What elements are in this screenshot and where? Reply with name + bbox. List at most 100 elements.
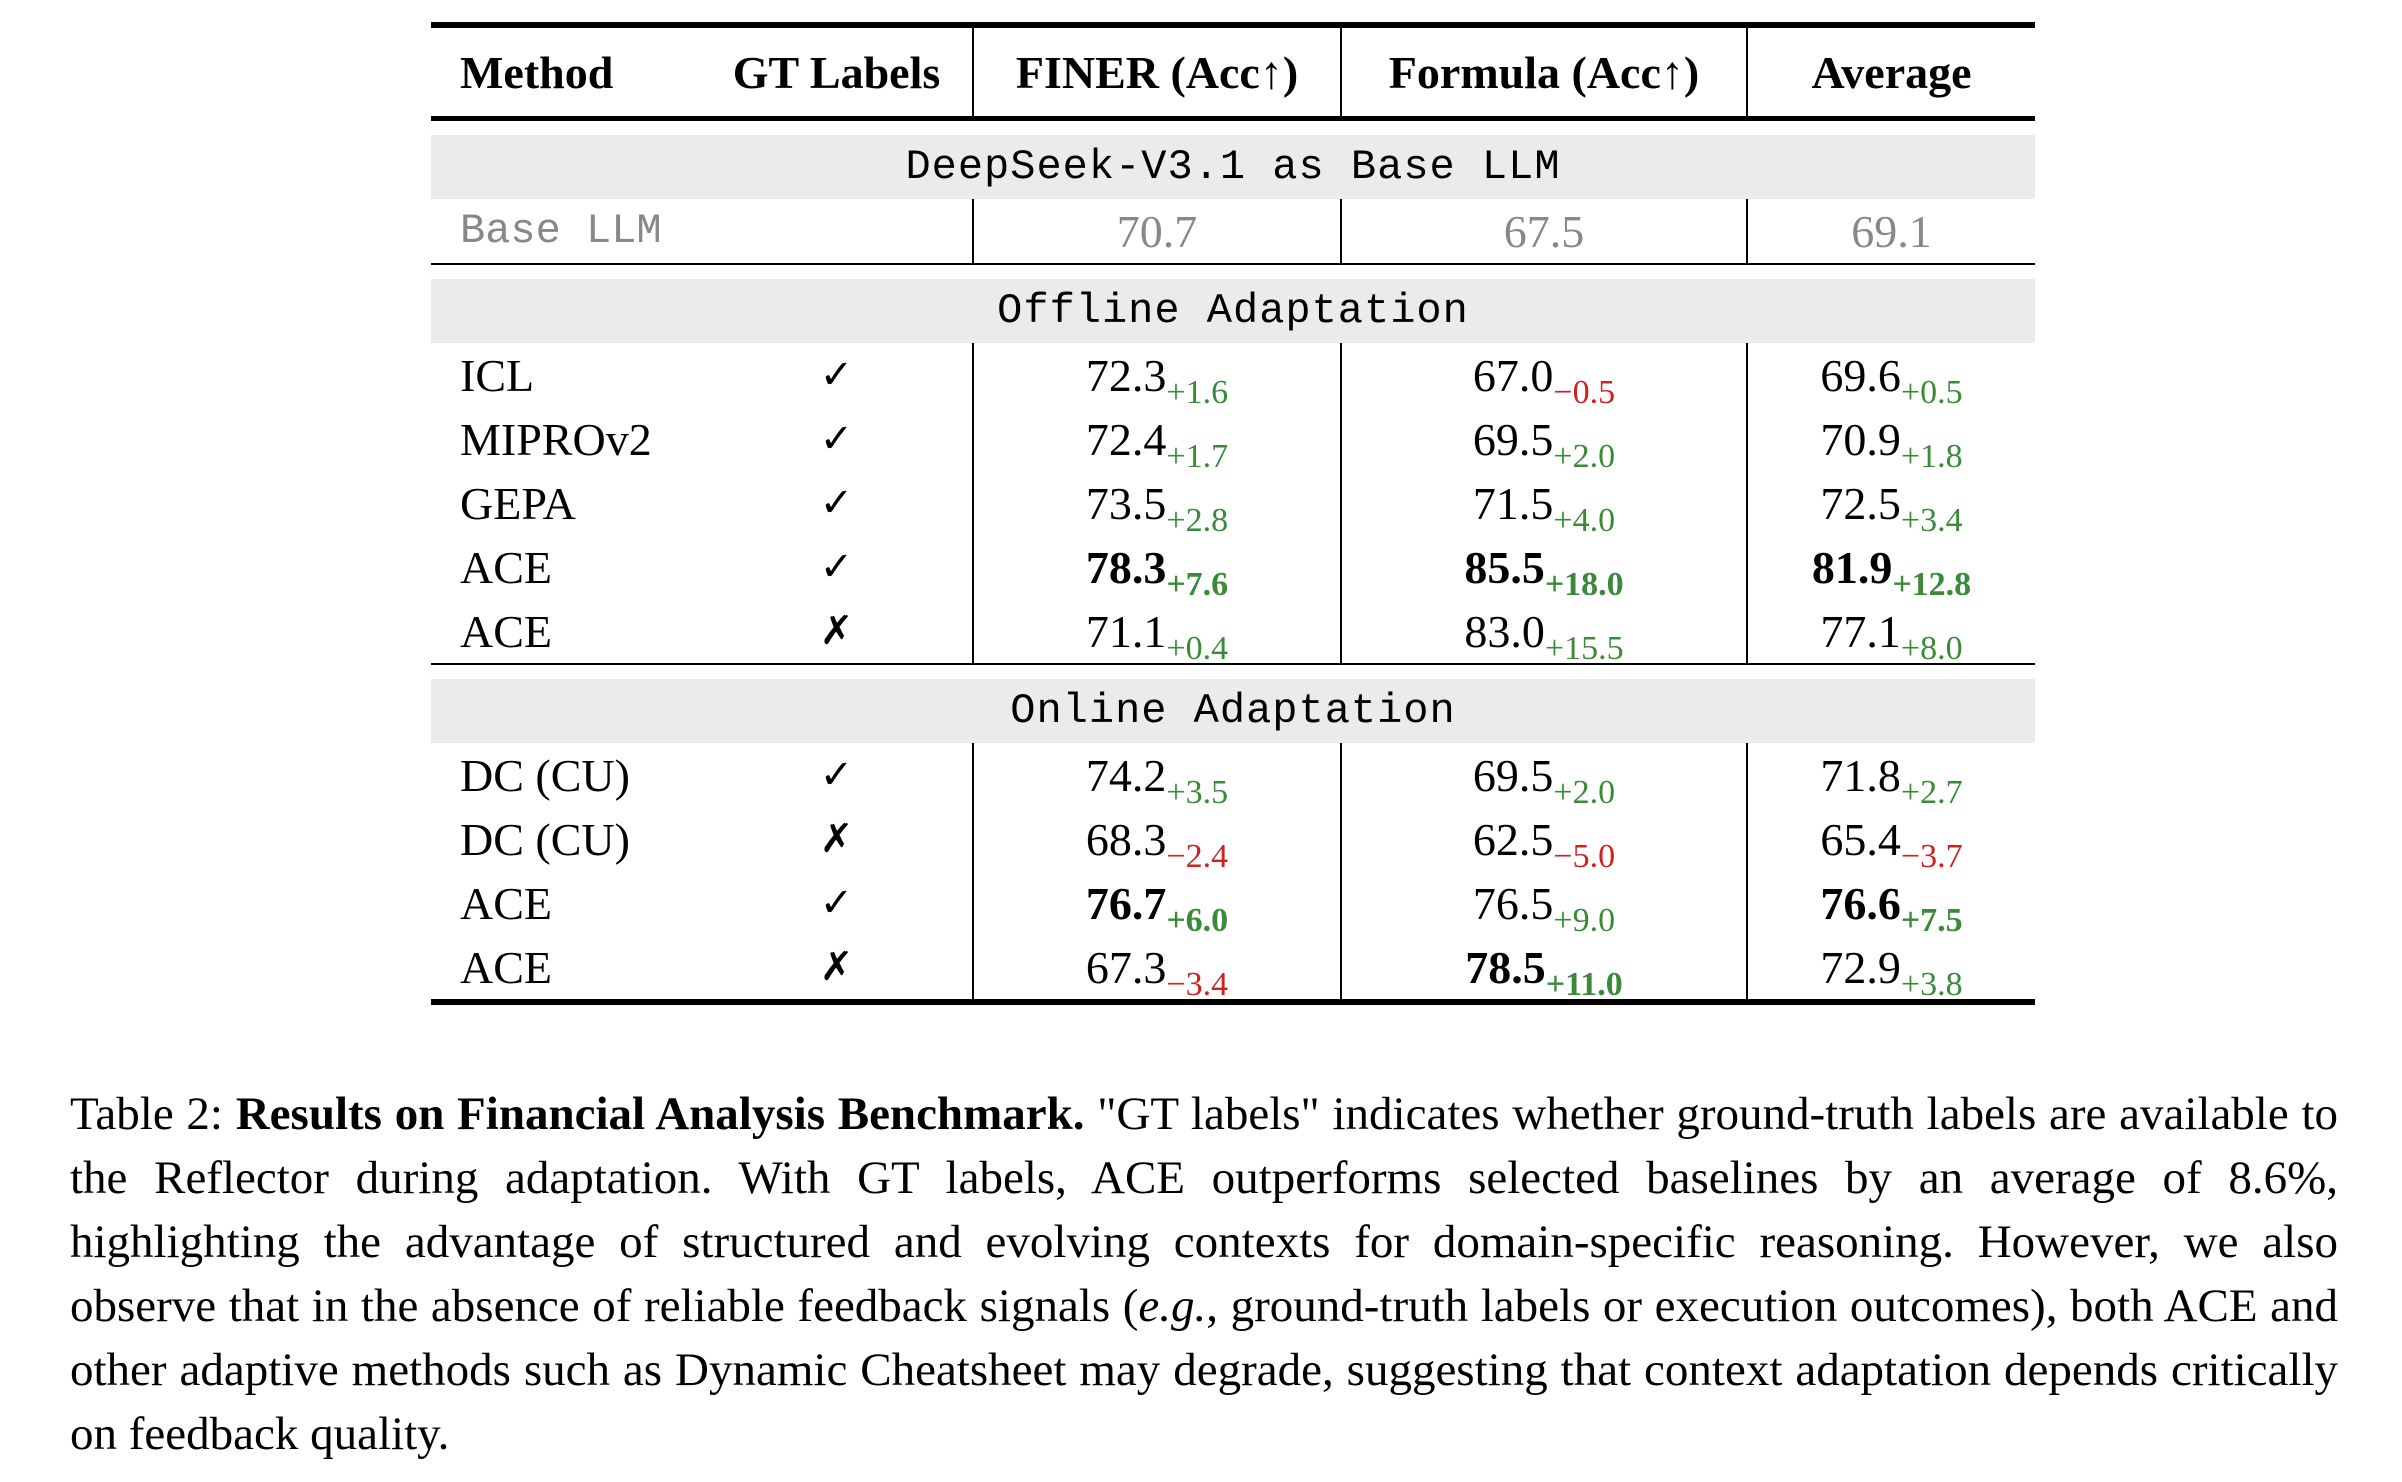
row-formula: 71.5+4.0 <box>1340 471 1747 539</box>
row-finer: 71.1+0.4 <box>972 599 1341 667</box>
row-method: Base LLM <box>431 199 701 265</box>
row-finer-value: 74.2 <box>1085 749 1167 801</box>
section-online: Online Adaptation <box>431 679 2035 743</box>
row-formula-delta: +2.0 <box>1553 773 1616 811</box>
row-gt-mark: ✓ <box>819 544 854 590</box>
row-average-delta: +2.7 <box>1900 773 1963 811</box>
table-row: ACE ✗ 71.1+0.4 83.0+15.5 77.1+8.0 <box>431 599 2035 667</box>
header-row: Method GT Labels FINER (Acc↑) Formula (A… <box>431 25 2035 119</box>
row-finer-delta: +3.5 <box>1166 773 1229 811</box>
section-offline: Offline Adaptation <box>431 279 2035 343</box>
caption-text-2: , ground-truth labels or execution outco… <box>70 1280 2339 1460</box>
row-method: ACE <box>460 541 552 593</box>
header-method: Method <box>460 46 614 98</box>
caption-title: Results on Financial Analysis Benchmark. <box>235 1088 1085 1140</box>
row-finer-value: 72.3 <box>1085 349 1167 401</box>
row-formula: 76.5+9.0 <box>1340 871 1747 939</box>
row-average: 72.9+3.8 <box>1746 935 2035 1005</box>
row-average-value: 65.4 <box>1820 813 1901 865</box>
caption-label: Table 2: <box>70 1088 223 1140</box>
row-formula: 67.0−0.5 <box>1340 343 1747 411</box>
row-average-delta: +12.8 <box>1892 565 1972 603</box>
row-finer-delta: +1.6 <box>1166 373 1229 411</box>
row-average: 81.9+12.8 <box>1746 535 2035 603</box>
row-formula-delta: +11.0 <box>1545 965 1623 1003</box>
row-formula: 85.5+18.0 <box>1340 535 1747 603</box>
caption-eg: e.g. <box>1138 1280 1207 1332</box>
row-average-delta: +7.5 <box>1900 901 1963 939</box>
row-formula-value: 78.5 <box>1465 941 1546 993</box>
row-average-delta: +3.8 <box>1900 965 1963 1003</box>
row-formula-delta: −0.5 <box>1553 373 1616 411</box>
row-formula-value: 62.5 <box>1472 813 1554 865</box>
header-average: Average <box>1746 25 2035 119</box>
row-formula: 78.5+11.0 <box>1340 935 1747 1005</box>
row-finer: 72.4+1.7 <box>972 407 1341 475</box>
row-formula-value: 83.0 <box>1464 605 1545 657</box>
row-formula-value: 85.5 <box>1464 541 1545 593</box>
row-gt-mark: ✓ <box>819 752 854 798</box>
row-average-delta: +0.5 <box>1900 373 1963 411</box>
row-formula-delta: +9.0 <box>1553 901 1616 939</box>
table-row-base-llm: Base LLM 70.7 67.5 69.1 <box>431 199 2035 265</box>
offline-rows: ICL ✓ 72.3+1.6 67.0−0.5 69.6+0.5 MIPROv2 ✓ 72.4… <box>431 343 2035 667</box>
table-row: ICL ✓ 72.3+1.6 67.0−0.5 69.6+0.5 <box>431 343 2035 411</box>
row-finer: 70.7 <box>972 199 1341 265</box>
row-formula-value: 69.5 <box>1472 749 1554 801</box>
row-average-value: 72.5 <box>1820 477 1901 529</box>
row-gt-mark: ✓ <box>819 880 854 926</box>
row-finer: 74.2+3.5 <box>972 743 1341 811</box>
row-gt-mark: ✗ <box>819 816 854 862</box>
row-average: 71.8+2.7 <box>1746 743 2035 811</box>
section-title-online: Online Adaptation <box>431 679 2035 743</box>
row-finer-delta: +1.7 <box>1166 437 1229 475</box>
row-average-delta: −3.7 <box>1900 837 1963 875</box>
row-method: ACE <box>431 935 701 1005</box>
row-gt-mark: ✓ <box>819 416 854 462</box>
row-gt-mark: ✗ <box>701 599 973 665</box>
row-method: DC (CU) <box>460 749 630 801</box>
row-formula-delta: +18.0 <box>1544 565 1624 603</box>
row-formula: 83.0+15.5 <box>1340 599 1747 667</box>
row-average: 65.4−3.7 <box>1746 807 2035 875</box>
row-average-delta: +8.0 <box>1900 629 1963 667</box>
section-title-base: DeepSeek-V3.1 as Base LLM <box>431 135 2035 199</box>
row-average-delta: +3.4 <box>1900 501 1963 539</box>
row-formula: 69.5+2.0 <box>1340 407 1747 475</box>
row-average-delta: +1.8 <box>1900 437 1963 475</box>
section-title-offline: Offline Adaptation <box>431 279 2035 343</box>
section-base: DeepSeek-V3.1 as Base LLM <box>431 135 2035 199</box>
row-finer-delta: +0.4 <box>1166 629 1229 667</box>
row-formula-value: 69.5 <box>1472 413 1554 465</box>
row-finer-delta: +6.0 <box>1166 901 1229 939</box>
table-row: ACE ✗ 67.3−3.4 78.5+11.0 72.9+3.8 <box>431 935 2035 1005</box>
row-finer-delta: −2.4 <box>1166 837 1229 875</box>
caption-text-1: "GT labels" indicates whether ground-tru… <box>70 1088 2339 1332</box>
row-method: ACE <box>460 877 552 929</box>
row-formula: 62.5−5.0 <box>1340 807 1747 875</box>
row-finer: 67.3−3.4 <box>972 935 1341 1005</box>
header-gt-labels: GT Labels <box>732 46 941 98</box>
row-finer: 76.7+6.0 <box>972 871 1341 939</box>
row-gt-mark: ✓ <box>819 480 854 526</box>
header-finer: FINER (Acc↑) <box>972 25 1341 119</box>
row-average: 70.9+1.8 <box>1746 407 2035 475</box>
row-gt <box>701 199 973 265</box>
row-average-value: 77.1 <box>1820 605 1901 657</box>
row-formula-value: 71.5 <box>1472 477 1554 529</box>
row-method: DC (CU) <box>460 813 630 865</box>
row-formula-delta: +4.0 <box>1553 501 1616 539</box>
row-gt-mark: ✗ <box>701 935 973 1005</box>
row-formula-value: 67.0 <box>1472 349 1554 401</box>
row-finer-delta: −3.4 <box>1166 965 1229 1003</box>
row-finer-value: 73.5 <box>1085 477 1167 529</box>
row-finer-value: 78.3 <box>1085 541 1167 593</box>
row-method: GEPA <box>460 477 576 529</box>
row-average-value: 69.6 <box>1820 349 1901 401</box>
table-row: DC (CU) ✗ 68.3−2.4 62.5−5.0 65.4−3.7 <box>431 807 2035 875</box>
table-row: DC (CU) ✓ 74.2+3.5 69.5+2.0 71.8+2.7 <box>431 743 2035 811</box>
row-method: ACE <box>431 599 701 665</box>
row-finer: 68.3−2.4 <box>972 807 1341 875</box>
row-average: 69.6+0.5 <box>1746 343 2035 411</box>
row-finer-delta: +7.6 <box>1166 565 1229 603</box>
